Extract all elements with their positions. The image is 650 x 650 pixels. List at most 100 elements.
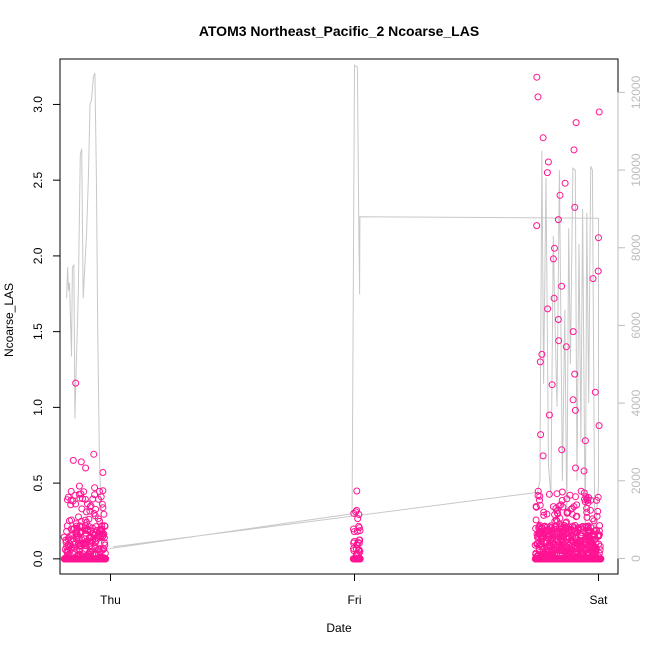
data-point (75, 482, 83, 490)
data-point (68, 532, 76, 540)
data-point (567, 505, 575, 513)
data-point (536, 555, 544, 563)
data-point (573, 501, 581, 509)
data-point (355, 524, 363, 532)
data-point (572, 537, 580, 545)
data-point (576, 555, 583, 563)
data-point (555, 502, 563, 510)
x-tick-label: Thu (100, 593, 121, 607)
y2-tick-label: 6000 (629, 312, 643, 339)
data-point (69, 456, 77, 464)
data-point (568, 527, 576, 535)
y2-tick-label: 0 (629, 555, 643, 562)
data-point (90, 555, 98, 563)
x-tick-label: Sat (589, 593, 608, 607)
data-point (99, 487, 107, 495)
data-point (559, 555, 566, 563)
data-point (94, 515, 102, 523)
data-point (63, 555, 71, 563)
data-point (548, 381, 556, 389)
data-point (595, 531, 603, 539)
y2-tick-label: 8000 (629, 234, 643, 261)
data-point (575, 525, 582, 533)
data-point (550, 294, 558, 302)
data-point (594, 507, 602, 515)
data-point (583, 508, 591, 516)
data-point (350, 509, 358, 517)
data-point (584, 524, 592, 532)
data-point (91, 539, 99, 547)
data-point (567, 535, 575, 543)
data-point (544, 526, 551, 534)
data-point (552, 522, 560, 530)
y-tick-label: 1.5 (31, 323, 45, 340)
data-point (352, 508, 360, 516)
data-point (554, 216, 562, 224)
y-tick-label: 2.0 (31, 247, 45, 264)
data-point (563, 509, 571, 517)
data-point (578, 548, 586, 556)
data-point (556, 191, 564, 199)
y-tick-label: 3.0 (31, 96, 45, 113)
data-point (583, 513, 591, 521)
data-point (76, 522, 84, 530)
data-point (572, 555, 580, 563)
data-point (540, 511, 548, 519)
data-point (533, 222, 541, 230)
data-point (556, 514, 564, 522)
data-point (594, 493, 602, 501)
data-point (87, 502, 95, 510)
data-point (532, 516, 540, 524)
data-point (571, 406, 579, 414)
data-point (538, 350, 546, 358)
data-point (568, 510, 576, 518)
data-point (84, 526, 92, 534)
data-point (75, 490, 83, 498)
data-point (63, 527, 71, 535)
data-point (536, 501, 544, 509)
data-point (542, 531, 550, 539)
data-point (72, 555, 80, 563)
data-point (551, 555, 559, 563)
data-point (558, 446, 566, 454)
x-tick-label: Fri (348, 593, 362, 607)
y-tick-label: 2.5 (31, 172, 45, 189)
data-point (551, 244, 558, 252)
data-point (81, 555, 89, 563)
data-point (545, 490, 553, 498)
data-point (580, 544, 588, 552)
data-point (532, 555, 540, 563)
data-point (572, 464, 579, 472)
data-point (353, 527, 361, 535)
data-point (82, 540, 89, 548)
y-tick-label: 0.0 (31, 550, 45, 567)
data-point (557, 542, 565, 550)
data-point (72, 379, 80, 387)
data-point (77, 458, 85, 466)
data-point (91, 484, 99, 492)
data-point (582, 493, 590, 501)
data-point (539, 134, 547, 142)
data-point (592, 546, 600, 554)
data-point (99, 504, 107, 512)
data-point (78, 539, 86, 547)
y-axis-label: Ncoarse_LAS (2, 283, 16, 357)
data-point (544, 158, 552, 166)
data-point (544, 305, 552, 313)
y2-tick-label: 4000 (629, 389, 643, 416)
data-point (558, 545, 566, 553)
data-point (563, 495, 571, 503)
data-point (99, 469, 107, 476)
data-point (76, 494, 84, 502)
y2-tick-label: 10000 (629, 153, 643, 187)
data-point (355, 522, 363, 530)
data-point (97, 493, 105, 501)
data-point (590, 555, 597, 563)
data-point (70, 543, 77, 551)
data-point (583, 504, 591, 512)
data-point (580, 555, 588, 563)
data-point (98, 500, 106, 508)
data-point (571, 203, 579, 211)
data-point (79, 495, 86, 503)
